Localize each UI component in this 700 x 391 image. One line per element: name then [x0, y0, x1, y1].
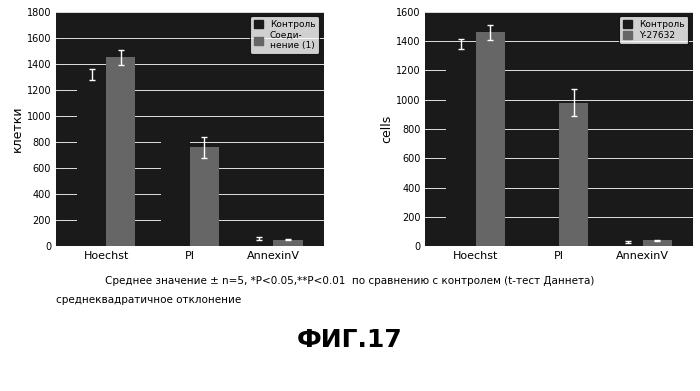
Text: ФИГ.17: ФИГ.17 [297, 328, 403, 352]
Y-axis label: клетки: клетки [10, 106, 24, 152]
Text: среднеквадратичное отклонение: среднеквадратичное отклонение [56, 295, 241, 305]
Legend: Контроль, Соеди-
нение (1): Контроль, Соеди- нение (1) [250, 16, 319, 54]
Bar [160, 122, 190, 246]
Bar [274, 240, 302, 246]
Bar [613, 242, 643, 246]
Bar [559, 103, 589, 246]
Legend: Контроль, Y-27632: Контроль, Y-27632 [620, 16, 689, 43]
Bar [475, 32, 505, 246]
Bar [190, 147, 219, 246]
Bar [643, 240, 672, 246]
Y-axis label: cells: cells [380, 115, 393, 143]
Bar [77, 74, 106, 246]
Bar [106, 57, 136, 246]
Bar [244, 239, 274, 246]
Text: Среднее значение ± n=5, *P<0.05,**P<0.01  по сравнению с контролем (t-тест Данне: Среднее значение ± n=5, *P<0.05,**P<0.01… [105, 276, 595, 286]
Bar [447, 44, 475, 246]
